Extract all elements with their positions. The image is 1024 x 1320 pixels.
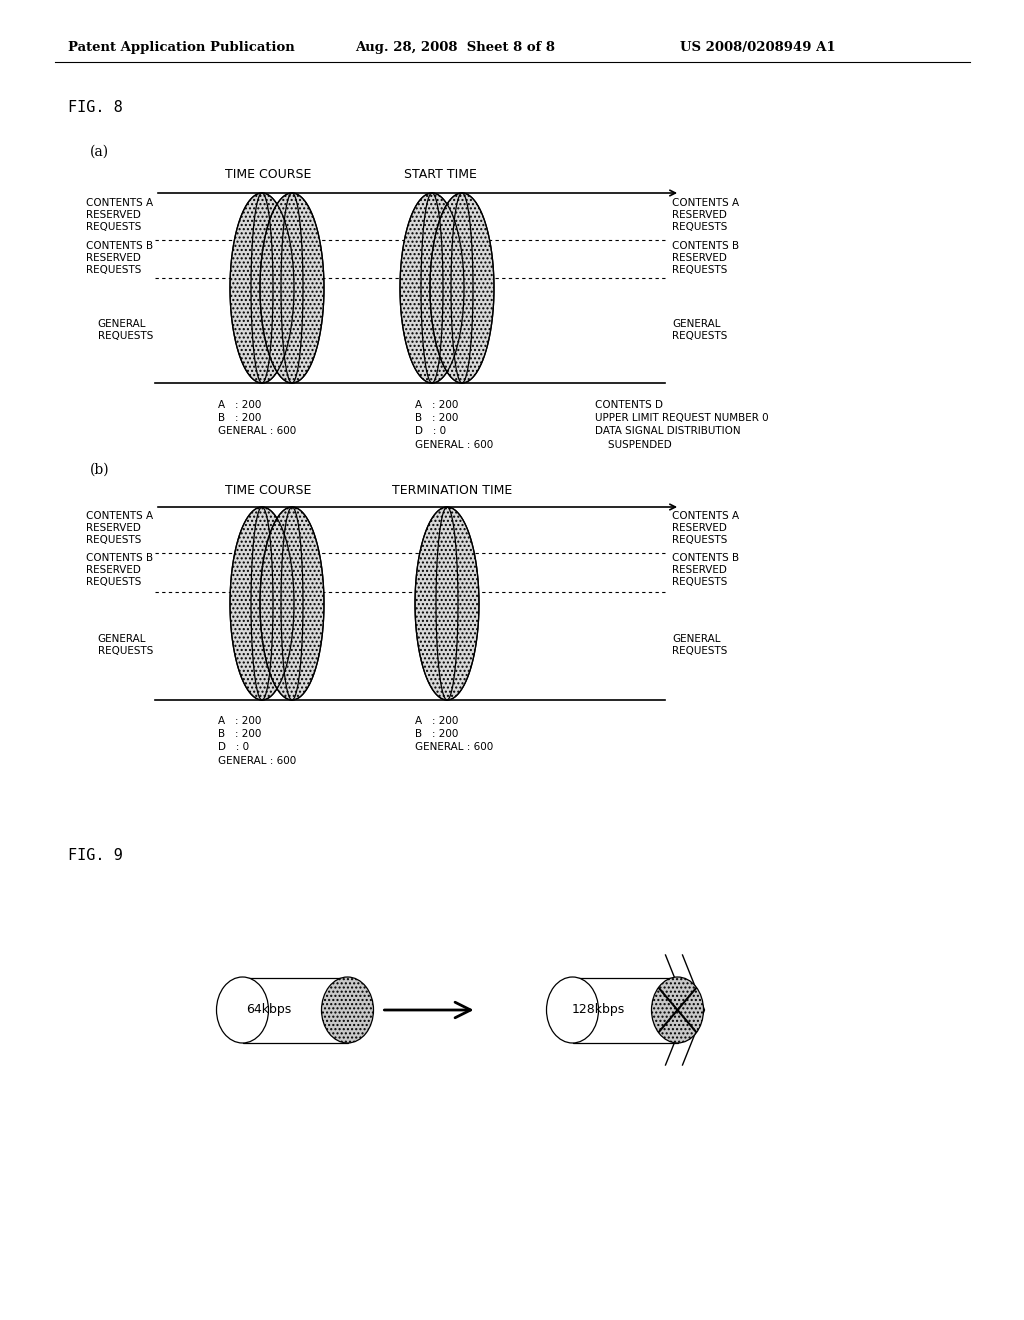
Text: GENERAL
REQUESTS: GENERAL REQUESTS [672,634,727,656]
Text: (b): (b) [90,463,110,477]
Text: CONTENTS B
RESERVED
REQUESTS: CONTENTS B RESERVED REQUESTS [672,242,739,275]
Text: CONTENTS B
RESERVED
REQUESTS: CONTENTS B RESERVED REQUESTS [672,553,739,586]
Text: CONTENTS A
RESERVED
REQUESTS: CONTENTS A RESERVED REQUESTS [672,198,739,231]
Text: 128kbps: 128kbps [572,1003,626,1016]
Text: GENERAL
REQUESTS: GENERAL REQUESTS [97,319,153,341]
Ellipse shape [322,977,374,1043]
Text: A   : 200
B   : 200
D   : 0
GENERAL : 600: A : 200 B : 200 D : 0 GENERAL : 600 [415,400,494,450]
Ellipse shape [216,977,268,1043]
Text: TIME COURSE: TIME COURSE [225,169,311,181]
Polygon shape [430,193,494,383]
Text: Aug. 28, 2008  Sheet 8 of 8: Aug. 28, 2008 Sheet 8 of 8 [355,41,555,54]
Text: A   : 200
B   : 200
D   : 0
GENERAL : 600: A : 200 B : 200 D : 0 GENERAL : 600 [218,715,296,766]
Text: Patent Application Publication: Patent Application Publication [68,41,295,54]
Text: A   : 200
B   : 200
GENERAL : 600: A : 200 B : 200 GENERAL : 600 [415,715,494,752]
Text: CONTENTS D
UPPER LIMIT REQUEST NUMBER 0
DATA SIGNAL DISTRIBUTION
    SUSPENDED: CONTENTS D UPPER LIMIT REQUEST NUMBER 0 … [595,400,769,450]
Ellipse shape [547,977,598,1043]
Text: CONTENTS A
RESERVED
REQUESTS: CONTENTS A RESERVED REQUESTS [86,511,153,545]
Polygon shape [230,507,294,700]
Text: FIG. 8: FIG. 8 [68,100,123,116]
Text: FIG. 9: FIG. 9 [68,847,123,862]
Text: CONTENTS A
RESERVED
REQUESTS: CONTENTS A RESERVED REQUESTS [86,198,153,231]
Bar [572,978,678,1043]
Polygon shape [415,507,479,700]
Polygon shape [230,193,294,383]
Bar [243,978,347,1043]
Text: CONTENTS B
RESERVED
REQUESTS: CONTENTS B RESERVED REQUESTS [86,242,153,275]
Text: CONTENTS A
RESERVED
REQUESTS: CONTENTS A RESERVED REQUESTS [672,511,739,545]
Ellipse shape [651,977,703,1043]
Polygon shape [260,193,324,383]
Polygon shape [400,193,464,383]
Text: 64kbps: 64kbps [246,1003,292,1016]
Text: GENERAL
REQUESTS: GENERAL REQUESTS [672,319,727,341]
Text: A   : 200
B   : 200
GENERAL : 600: A : 200 B : 200 GENERAL : 600 [218,400,296,437]
Text: TERMINATION TIME: TERMINATION TIME [392,483,512,496]
Polygon shape [260,507,324,700]
Text: START TIME: START TIME [403,169,476,181]
Text: US 2008/0208949 A1: US 2008/0208949 A1 [680,41,836,54]
Text: TIME COURSE: TIME COURSE [225,483,311,496]
Text: CONTENTS B
RESERVED
REQUESTS: CONTENTS B RESERVED REQUESTS [86,553,153,586]
Text: GENERAL
REQUESTS: GENERAL REQUESTS [97,634,153,656]
Text: (a): (a) [90,145,110,158]
